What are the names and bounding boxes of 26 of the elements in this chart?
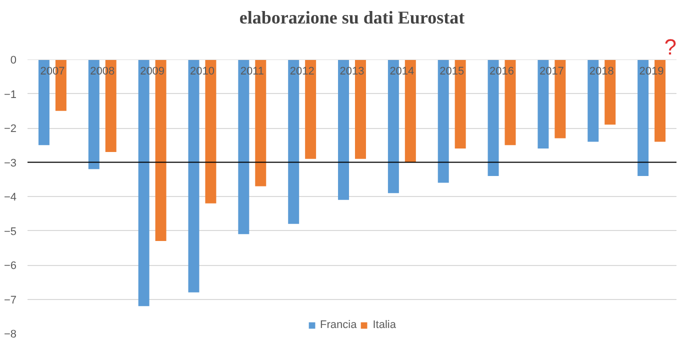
y-tick-label: −5 <box>4 226 17 238</box>
y-tick-label: −4 <box>4 192 17 204</box>
y-tick-label: −2 <box>4 123 17 135</box>
legend-label: Francia <box>320 319 357 331</box>
x-tick-label: 2019 <box>639 66 664 78</box>
x-tick-label: 2010 <box>190 66 214 78</box>
x-tick-label: 2014 <box>390 66 414 78</box>
legend-label: Italia <box>372 319 396 331</box>
x-tick-label: 2009 <box>140 66 165 78</box>
y-tick-label: −6 <box>4 260 17 272</box>
y-tick-label: −1 <box>4 88 17 101</box>
x-tick-label: 2012 <box>290 66 314 78</box>
x-tick-label: 2017 <box>539 66 564 78</box>
x-tick-label: 2015 <box>440 66 464 78</box>
annotation: ? <box>664 34 677 60</box>
y-tick-label: −3 <box>4 157 17 170</box>
x-tick-label: 2016 <box>490 66 514 78</box>
x-tick-label: 2013 <box>340 66 364 78</box>
x-tick-label: 2011 <box>240 66 264 78</box>
x-tick-label: 2018 <box>589 66 614 78</box>
x-tick-label: 2008 <box>90 66 115 78</box>
y-tick-label: −7 <box>4 294 17 306</box>
chart-title: elaborazione su dati Eurostat <box>239 8 465 28</box>
y-tick-label: −8 <box>4 328 17 340</box>
x-tick-label: 2007 <box>40 66 65 78</box>
y-tick-label: 0 <box>10 54 17 66</box>
